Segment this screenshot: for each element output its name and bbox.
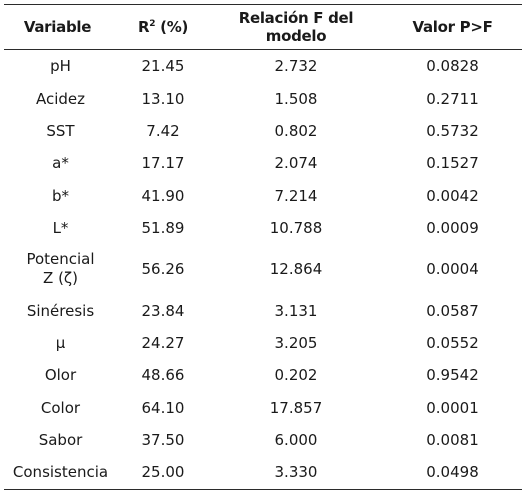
cell-variable: Olor <box>44 366 77 385</box>
table-row: Sabor 37.50 6.000 0.0081 <box>4 424 522 456</box>
cell-r2: 64.10 <box>141 398 185 417</box>
cell-f-ratio: 12.864 <box>269 259 323 278</box>
table-row: μ 24.27 3.205 0.0552 <box>4 327 522 359</box>
cell-f-ratio: 7.214 <box>274 186 318 205</box>
cell-variable: L* <box>52 219 69 238</box>
header-r2-prefix: R <box>138 18 150 36</box>
anova-table: Variable R2 (%) Relación F del modelo Va… <box>4 4 522 490</box>
table-row: a* 17.17 2.074 0.1527 <box>4 147 522 179</box>
cell-variable: Sabor <box>38 431 83 450</box>
header-p-value: Valor P>F <box>383 4 522 50</box>
cell-r2: 24.27 <box>141 333 185 352</box>
cell-variable: SST <box>46 121 75 140</box>
cell-p-value: 0.0004 <box>426 259 479 278</box>
cell-variable: Potencial Z (ζ) <box>4 244 117 294</box>
cell-r2: 37.50 <box>141 431 185 450</box>
cell-r2: 48.66 <box>141 366 185 385</box>
cell-r2: 13.10 <box>141 89 185 108</box>
cell-p-value: 0.9542 <box>426 366 479 385</box>
cell-f-ratio: 3.131 <box>274 301 318 320</box>
table-row: Olor 48.66 0.202 0.9542 <box>4 359 522 391</box>
cell-p-value: 0.0828 <box>426 57 479 76</box>
anova-table-container: Variable R2 (%) Relación F del modelo Va… <box>4 4 522 490</box>
cell-r2: 51.89 <box>141 219 185 238</box>
cell-p-value: 0.0042 <box>426 186 479 205</box>
cell-p-value: 0.5732 <box>426 121 479 140</box>
cell-f-ratio: 3.330 <box>209 456 383 490</box>
table-row: b* 41.90 7.214 0.0042 <box>4 180 522 212</box>
header-variable: Variable <box>4 4 117 50</box>
cell-r2: 17.17 <box>141 154 185 173</box>
cell-r2: 56.26 <box>141 259 185 278</box>
cell-f-ratio: 10.788 <box>269 219 323 238</box>
cell-r2: 23.84 <box>141 301 185 320</box>
cell-p-value: 0.1527 <box>426 154 479 173</box>
cell-variable: Acidez <box>35 89 86 108</box>
cell-variable: μ <box>55 333 66 352</box>
cell-variable-line2: Z (ζ) <box>43 269 78 288</box>
table-row: SST 7.42 0.802 0.5732 <box>4 115 522 147</box>
cell-f-ratio: 2.074 <box>274 154 318 173</box>
header-r2-suffix: (%) <box>155 18 188 36</box>
table-row: Color 64.10 17.857 0.0001 <box>4 392 522 424</box>
cell-f-ratio: 6.000 <box>274 431 318 450</box>
cell-variable: Consistencia <box>4 456 117 490</box>
table-row: Sinéresis 23.84 3.131 0.0587 <box>4 294 522 326</box>
cell-f-ratio: 3.205 <box>274 333 318 352</box>
cell-f-ratio: 1.508 <box>274 89 318 108</box>
table-body: pH 21.45 2.732 0.0828 Acidez 13.10 1.508… <box>4 50 522 490</box>
header-r2: R2 (%) <box>117 4 209 50</box>
cell-variable: Sinéresis <box>26 301 95 320</box>
cell-f-ratio: 17.857 <box>269 398 323 417</box>
cell-f-ratio: 2.732 <box>274 57 318 76</box>
cell-r2: 25.00 <box>117 456 209 490</box>
cell-p-value: 0.0001 <box>426 398 479 417</box>
cell-p-value: 0.2711 <box>426 89 479 108</box>
cell-f-ratio: 0.802 <box>274 121 318 140</box>
table-row: Potencial Z (ζ) 56.26 12.864 0.0004 <box>4 244 522 294</box>
table-row: Consistencia 25.00 3.330 0.0498 <box>4 456 522 490</box>
table-header: Variable R2 (%) Relación F del modelo Va… <box>4 4 522 50</box>
cell-r2: 41.90 <box>141 186 185 205</box>
cell-f-ratio: 0.202 <box>274 366 318 385</box>
table-row: L* 51.89 10.788 0.0009 <box>4 212 522 244</box>
cell-r2: 7.42 <box>146 121 180 140</box>
cell-variable: a* <box>52 154 69 173</box>
table-row: pH 21.45 2.732 0.0828 <box>4 50 522 83</box>
cell-variable: Color <box>40 398 81 417</box>
cell-variable-line1: Potencial <box>26 250 95 269</box>
cell-r2: 21.45 <box>141 57 185 76</box>
cell-p-value: 0.0081 <box>426 431 479 450</box>
cell-variable: pH <box>50 57 71 76</box>
table-row: Acidez 13.10 1.508 0.2711 <box>4 82 522 114</box>
cell-p-value: 0.0552 <box>426 333 479 352</box>
header-f-ratio: Relación F del modelo <box>209 4 383 50</box>
header-row: Variable R2 (%) Relación F del modelo Va… <box>4 4 522 50</box>
header-r2-superscript: 2 <box>149 19 156 29</box>
cell-p-value: 0.0009 <box>426 219 479 238</box>
cell-p-value: 0.0498 <box>383 456 522 490</box>
cell-p-value: 0.0587 <box>426 301 479 320</box>
cell-variable: b* <box>51 186 70 205</box>
